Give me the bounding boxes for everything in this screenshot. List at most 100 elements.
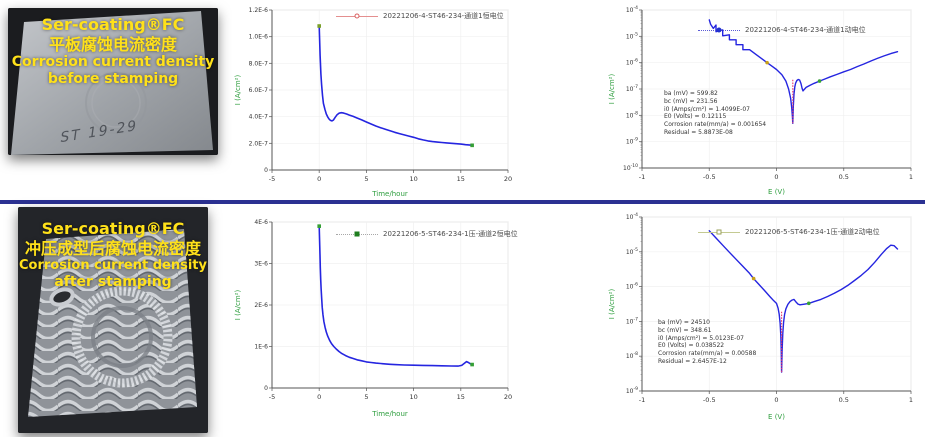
caption-chinese: 冲压成型后腐蚀电流密度 [24,238,201,258]
svg-text:0: 0 [264,167,268,174]
svg-text:10-8: 10-8 [626,351,638,360]
svg-text:0: 0 [774,396,778,404]
svg-text:3E-6: 3E-6 [254,261,268,268]
svg-text:20: 20 [504,175,512,183]
chart-current-vs-time-after: -5 0 5 10 15 20 0 1E-6 2E-6 3E-6 4E-6 Time/hour I (A… [232,212,524,424]
svg-text:10-6: 10-6 [626,58,638,67]
svg-text:I (A/cm²): I (A/cm²) [234,290,242,321]
chart-canvas: -5 0 5 10 15 2002.0E-74.0E-76.0E-78.0E-71.0E-… [234,7,512,198]
svg-text:10-5: 10-5 [626,247,638,256]
svg-text:E (V): E (V) [768,413,785,421]
fit-residual: Residual = 2.6457E-12 [658,357,727,365]
fit-e0: E0 (Volts) = 0.12115 [664,113,727,121]
svg-text:-1: -1 [639,396,645,404]
svg-text:-5: -5 [269,393,275,401]
chart-canvas: -1 -0.5 0 0.5 1 10-9 10-8 10-7 10-6 10-5 10-4 E (V)… [608,212,913,421]
photo-after-stamping: Ser-coating®FC 冲压成型后腐蚀电流密度 Corrosion cur… [18,207,208,433]
svg-text:0: 0 [317,175,321,183]
legend: 20221206-5-ST46-234-1压-通道2恒电位 [336,229,518,239]
caption-before: Ser-coating®FC 平板腐蚀电流密度 Corrosion curren… [8,15,218,88]
svg-text:15: 15 [457,393,465,401]
caption-product-name: Ser-coating®FC [41,219,185,238]
fit-corrosion-rate: Corrosion rate(mm/a) = 0.00588 [658,350,757,358]
svg-text:2E-6: 2E-6 [254,302,268,309]
fit-ba: ba (mV) = 24510 [658,319,710,326]
svg-text:4.0E-7: 4.0E-7 [249,114,268,121]
flat-plate-image [8,8,218,155]
svg-text:0: 0 [317,393,321,401]
legend-label: 20221206-4-ST46-234-通道1动电位 [745,26,866,34]
caption-english-1: Corrosion current density [11,54,215,71]
legend-label: 20221206-5-ST46-234-1压-通道2恒电位 [383,230,518,238]
chart-canvas: -1 -0.5 0 0.5 1 10-10 10-9 10-8 10-7 10-6 10-5 10-4… [608,5,913,196]
photo-before-stamping: Ser-coating®FC 平板腐蚀电流密度 Corrosion curren… [8,8,218,155]
svg-text:I (A/cm²): I (A/cm²) [608,74,616,105]
svg-text:1: 1 [909,396,913,404]
legend-filled-square-icon [336,231,378,238]
caption-product-name: Ser-coating®FC [41,15,185,34]
svg-text:5: 5 [364,393,368,401]
svg-text:10-9: 10-9 [626,386,638,395]
caption-english-2: before stamping [47,71,179,88]
legend-open-circle-icon [336,13,378,20]
svg-text:10-5: 10-5 [626,31,638,40]
svg-text:Time/hour: Time/hour [371,190,408,198]
svg-text:10-6: 10-6 [626,282,638,291]
svg-text:1.0E-6: 1.0E-6 [249,34,268,41]
svg-text:15: 15 [457,175,465,183]
svg-text:E (V): E (V) [768,188,785,196]
svg-text:1.2E-6: 1.2E-6 [249,7,268,14]
svg-text:10-9: 10-9 [626,137,638,146]
svg-text:-0.5: -0.5 [703,173,716,181]
svg-text:6.0E-7: 6.0E-7 [249,87,268,94]
svg-text:10-7: 10-7 [626,316,638,325]
tafel-fit-results: ba (mV) = 599.82 bc (mV) = 231.56 i0 (Am… [664,90,766,137]
fit-bc: bc (mV) = 348.61 [658,326,712,334]
fit-corrosion-rate: Corrosion rate(mm/a) = 0.001654 [664,121,767,129]
svg-text:Time/hour: Time/hour [371,410,408,418]
svg-text:20: 20 [504,393,512,401]
svg-text:-1: -1 [639,173,645,181]
svg-text:2.0E-7: 2.0E-7 [249,140,268,147]
svg-text:10-4: 10-4 [626,212,638,221]
svg-text:0.5: 0.5 [839,173,849,181]
chart-current-vs-time-before: -5 0 5 10 15 20 0 2.0E-7 4.0E-7 6.0E-7 8.0E-7 1.0E-… [232,2,524,202]
fit-i0: i0 (Amps/cm²) = 5.0123E-07 [658,334,744,342]
caption-after: Ser-coating®FC 冲压成型后腐蚀电流密度 Corrosion cur… [18,219,208,291]
tafel-fit-results: ba (mV) = 24510 bc (mV) = 348.61 i0 (Amp… [658,319,756,366]
svg-text:1E-6: 1E-6 [254,344,268,351]
fit-residual: Residual = 5.8873E-08 [664,128,733,136]
legend: 20221206-4-ST46-234-通道1恒电位 [336,11,504,21]
svg-text:10-7: 10-7 [626,84,638,93]
fit-ba: ba (mV) = 599.82 [664,90,718,97]
fit-i0: i0 (Amps/cm²) = 1.4099E-07 [664,105,750,113]
stamped-plate-image [18,207,208,433]
svg-text:-0.5: -0.5 [703,396,716,404]
legend-open-square-icon [698,229,740,236]
svg-text:I (A/cm²): I (A/cm²) [234,75,242,106]
svg-text:10-4: 10-4 [626,5,638,14]
svg-text:10: 10 [409,393,417,401]
legend-label: 20221206-5-ST46-234-1压-通道2动电位 [745,228,880,236]
legend-filled-circle-icon [698,27,740,34]
svg-text:I (A/cm²): I (A/cm²) [608,289,616,320]
svg-text:5: 5 [364,175,368,183]
caption-english-2: after stamping [54,273,172,290]
svg-text:8.0E-7: 8.0E-7 [249,60,268,67]
svg-text:1: 1 [909,173,913,181]
chart-tafel-before: -1 -0.5 0 0.5 1 10-10 10-9 10-8 10-7 10-6 10-5 10-4… [606,2,925,200]
svg-text:10-8: 10-8 [626,110,638,119]
svg-text:0: 0 [264,385,268,392]
fit-bc: bc (mV) = 231.56 [664,97,718,105]
legend: 20221206-5-ST46-234-1压-通道2动电位 [698,227,880,237]
caption-chinese: 平板腐蚀电流密度 [48,34,177,54]
svg-text:-5: -5 [269,175,275,183]
svg-text:4E-6: 4E-6 [254,219,268,226]
caption-english-1: Corrosion current density [19,258,207,274]
svg-text:0.5: 0.5 [839,396,849,404]
section-divider [0,200,925,204]
chart-tafel-after: -1 -0.5 0 0.5 1 10-9 10-8 10-7 10-6 10-5 10-4 E (V)… [606,209,925,427]
svg-text:10-10: 10-10 [623,163,638,172]
